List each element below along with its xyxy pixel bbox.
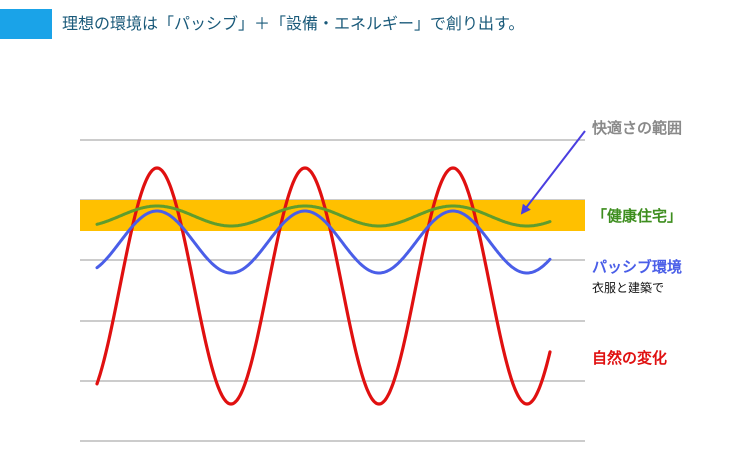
- nature-change-label: 自然の変化: [592, 349, 668, 367]
- passive-environment-sublabel: 衣服と建築で: [592, 281, 665, 295]
- page-heading: 理想の環境は「パッシブ」＋「設備・エネルギー」で創り出す。: [62, 14, 525, 33]
- heading-accent-bar: [0, 9, 52, 39]
- comfort-range-arrow: [520, 130, 586, 215]
- healthy-home-label: 「健康住宅」: [592, 207, 683, 225]
- grid-lines: [80, 139, 585, 442]
- healthy-home-wave: [95, 204, 552, 228]
- comfort-range-label: 快適さの範囲: [592, 119, 683, 137]
- nature-change-wave: [95, 166, 552, 406]
- passive-environment-wave: [95, 209, 552, 275]
- passive-environment-label: パッシブ環境: [592, 258, 683, 276]
